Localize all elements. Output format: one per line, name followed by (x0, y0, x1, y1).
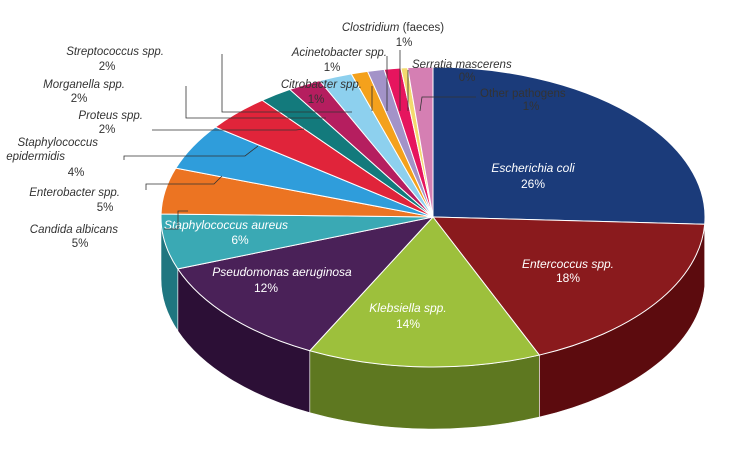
pie-value-proteus-spp: 2% (99, 124, 116, 136)
pie-label-clostridium: Clostridium (faeces) (342, 22, 444, 34)
pie-label-pseudomonas-aeruginosa: Pseudomonas aeruginosa (212, 265, 352, 279)
pie-label-morganella-spp: Morganella spp. (43, 79, 125, 91)
pie-value-streptococcus-spp: 2% (99, 61, 116, 73)
pie-label-klebsiella-spp: Klebsiella spp. (369, 301, 446, 315)
pie-label-entercoccus-spp: Entercoccus spp. (522, 257, 614, 271)
pie-label-proteus-spp: Proteus spp. (78, 110, 143, 122)
pie-label-staphylococcus-epidermidis-line1: Staphylococcus (17, 137, 98, 149)
pie-value-staphylococcus-aureus: 6% (231, 233, 249, 247)
pie-label-serratia-mascerens: Serratia mascerens (412, 59, 512, 71)
pie-value-entercoccus-spp: 18% (556, 271, 580, 285)
pie-value-morganella-spp: 2% (71, 93, 88, 105)
pie-label-citrobacter-spp: Citrobacter spp. (281, 79, 362, 91)
pie-label-candida-albicans: Candida albicans (30, 224, 118, 236)
pie-label-streptococcus-spp: Streptococcus spp. (66, 46, 164, 58)
pie-value-pseudomonas-aeruginosa: 12% (254, 281, 278, 295)
pie-label-staphylococcus-epidermidis-line2: epidermidis (6, 151, 65, 163)
pie-value-citrobacter-spp: 1% (308, 94, 325, 106)
pie-value-candida-albicans: 5% (72, 238, 89, 250)
pie-label-acinetobacter-spp: Acinetobacter spp. (291, 47, 387, 59)
pie-value-serratia-mascerens: 0% (459, 72, 476, 84)
pie-label-staphylococcus-aureus: Staphylococcus aureus (164, 218, 288, 232)
pie-value-escherichia-coli: 26% (521, 177, 545, 191)
pie-value-enterobacter-spp: 5% (97, 202, 114, 214)
pie-label-other-pathogens: Other pathogens (480, 88, 566, 100)
pie-value-staphylococcus-epidermidis: 4% (68, 167, 85, 179)
pie-slice-escherichia-coli (433, 67, 705, 224)
pie-value-acinetobacter-spp: 1% (324, 62, 341, 74)
pie-value-other-pathogens: 1% (523, 101, 540, 113)
pie-value-clostridium: 1% (396, 37, 413, 49)
pie-label-enterobacter-spp: Enterobacter spp. (29, 187, 120, 199)
pie-label-escherichia-coli: Escherichia coli (491, 161, 575, 175)
pie-value-klebsiella-spp: 14% (396, 317, 420, 331)
